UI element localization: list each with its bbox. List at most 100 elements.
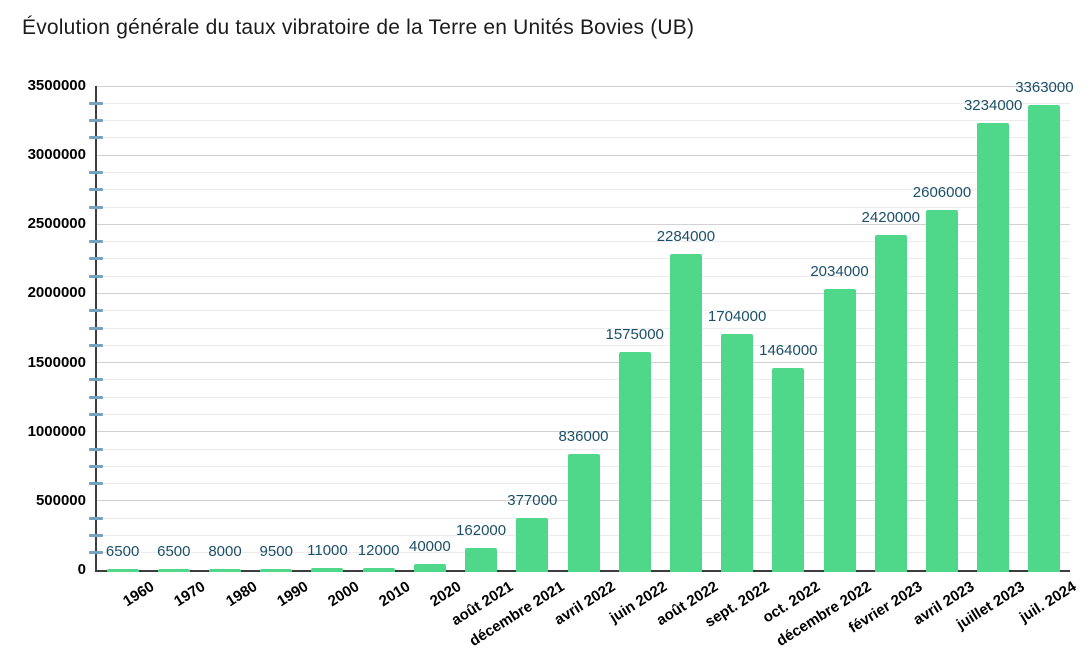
bar-value-label: 377000 <box>507 492 558 509</box>
bar <box>823 289 856 572</box>
y-minor-tick <box>89 378 103 382</box>
bar-value-label: 6500 <box>105 543 140 560</box>
x-axis-label: 1990 <box>273 578 312 611</box>
y-axis-label: 1000000 <box>27 422 86 440</box>
gridline-minor <box>97 258 1070 260</box>
y-axis-label: 0 <box>77 561 86 578</box>
gridline-minor <box>97 137 1070 139</box>
gridline-minor <box>97 241 1070 243</box>
gridline-minor <box>97 206 1070 208</box>
bar-value-label: 9500 <box>259 543 293 560</box>
chart-title: Évolution générale du taux vibratoire de… <box>22 16 695 39</box>
gridline-minor <box>97 448 1070 450</box>
gridline-minor <box>97 413 1070 415</box>
bar <box>311 568 344 572</box>
bar <box>465 548 498 572</box>
bar-value-label: 162000 <box>456 522 507 539</box>
y-minor-tick <box>89 257 103 261</box>
y-minor-tick <box>89 326 103 330</box>
bar <box>260 569 293 572</box>
x-axis-label: 1970 <box>171 578 209 611</box>
y-axis-label: 1500000 <box>27 353 86 371</box>
y-axis-label: 3000000 <box>27 146 86 164</box>
bar-value-label: 2420000 <box>861 209 920 226</box>
x-axis-label: 2020 <box>427 578 465 611</box>
y-minor-tick <box>89 309 103 313</box>
bar <box>157 569 190 572</box>
x-axis-label: 2000 <box>325 578 363 611</box>
y-minor-tick <box>89 240 103 244</box>
bar <box>413 564 446 572</box>
x-axis-label: 1980 <box>222 578 261 611</box>
y-axis-label: 2000000 <box>27 284 86 302</box>
y-axis-label: 2500000 <box>27 215 86 233</box>
bar-value-label: 6500 <box>157 543 191 560</box>
bar-value-label: 3363000 <box>1015 79 1074 96</box>
bar <box>362 568 395 572</box>
bar <box>567 454 600 572</box>
bar <box>209 569 242 572</box>
gridline-minor <box>97 102 1070 104</box>
gridline-minor <box>97 379 1070 381</box>
y-minor-tick <box>89 101 103 105</box>
gridline-major <box>97 431 1070 433</box>
y-minor-tick <box>89 274 103 278</box>
gridline-major <box>97 223 1070 225</box>
gridline-major <box>97 292 1070 294</box>
bar-value-label: 2284000 <box>656 228 716 245</box>
x-axis-label: 2010 <box>376 578 414 611</box>
bar <box>977 123 1010 572</box>
y-minor-tick <box>89 188 103 192</box>
y-axis-label: 500000 <box>35 491 86 509</box>
y-minor-tick <box>89 516 103 520</box>
gridline-minor <box>97 396 1070 398</box>
bar-value-label: 1704000 <box>707 308 767 325</box>
y-minor-tick <box>89 551 103 555</box>
bar <box>669 254 702 572</box>
plot-area: 6500 6500 8000 9500 11000 12000 40000 162000 377… <box>89 79 1074 572</box>
bar-value-label: 2606000 <box>912 184 972 201</box>
y-minor-tick <box>89 395 103 399</box>
y-minor-tick <box>89 205 103 209</box>
y-minor-tick <box>89 170 103 174</box>
gridline-minor <box>97 327 1070 329</box>
y-axis-label: 3500000 <box>27 77 86 94</box>
bar-value-label: 8000 <box>208 543 242 560</box>
y-minor-tick <box>89 343 103 347</box>
y-minor-tick <box>89 447 103 451</box>
gridline-major <box>97 85 1070 87</box>
bar-value-label: 12000 <box>357 542 400 559</box>
bar <box>618 352 651 572</box>
gridline-minor <box>97 120 1070 122</box>
x-axis-label: juil. 2024 <box>1016 578 1080 627</box>
y-minor-tick <box>89 136 103 140</box>
gridline-major <box>97 362 1070 364</box>
bar <box>1028 105 1061 572</box>
bar <box>721 334 754 572</box>
x-axis-label: 1960 <box>120 578 158 611</box>
y-minor-tick <box>89 482 103 486</box>
gridline-minor <box>97 344 1070 346</box>
bar-value-label: 3234000 <box>963 97 1023 114</box>
gridline-minor <box>97 189 1070 191</box>
gridline-minor <box>97 310 1070 312</box>
bar <box>772 368 805 572</box>
bar-value-label: 1575000 <box>605 326 664 343</box>
bar-value-label: 1464000 <box>759 342 818 359</box>
y-minor-tick <box>89 412 103 416</box>
bar <box>925 210 958 572</box>
bar-value-label: 2034000 <box>810 263 869 280</box>
bar <box>874 235 907 572</box>
gridline-major <box>97 154 1070 156</box>
bar-value-label: 11000 <box>307 542 348 559</box>
bar <box>106 569 139 572</box>
gridline-minor <box>97 171 1070 173</box>
bar <box>516 518 549 572</box>
bar-value-label: 836000 <box>558 428 609 445</box>
y-minor-tick <box>89 464 103 468</box>
y-minor-tick <box>89 533 103 537</box>
y-minor-tick <box>89 119 103 123</box>
gridline-minor <box>97 275 1070 277</box>
bar-value-label: 40000 <box>409 538 451 555</box>
